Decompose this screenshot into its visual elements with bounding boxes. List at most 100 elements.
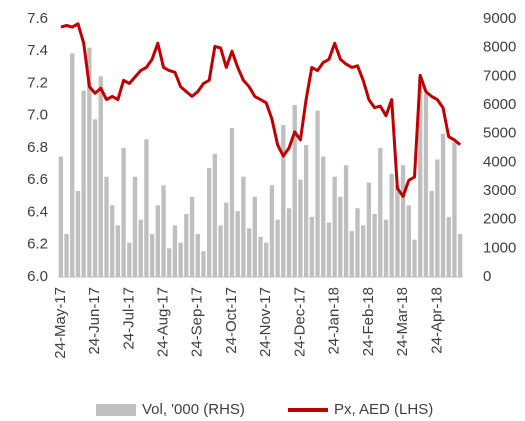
x-tick-label: 24-Apr-18 <box>428 287 445 354</box>
volume-bar <box>206 168 212 277</box>
volume-bar <box>395 185 400 277</box>
volume-bar <box>132 176 138 277</box>
volume-bar <box>275 219 280 277</box>
legend-swatch <box>96 404 136 416</box>
volume-bar <box>172 225 178 277</box>
volume-bar <box>400 165 406 277</box>
volume-bar <box>349 231 354 277</box>
volume-bar <box>332 176 337 277</box>
x-tick-label: 24-May-17 <box>52 287 69 359</box>
volume-bar <box>98 76 103 277</box>
volume-bar <box>269 185 275 277</box>
x-tick-label: 24-Jun-17 <box>86 287 103 355</box>
volume-bar <box>446 216 451 277</box>
volume-bar <box>115 225 121 277</box>
volume-bar <box>87 47 92 277</box>
volume-bar <box>303 145 309 277</box>
volume-bar <box>366 182 372 277</box>
y-tick-label: 6.4 <box>27 203 48 220</box>
volume-bar <box>161 185 166 277</box>
y2-tick-label: 2000 <box>483 211 516 228</box>
y-tick-label: 6.2 <box>27 236 48 253</box>
y2-tick-label: 8000 <box>483 39 516 56</box>
volume-bar <box>64 234 69 277</box>
volume-bar <box>195 234 200 277</box>
x-tick-label: 24-Jan-18 <box>326 287 343 355</box>
volume-bar <box>75 191 81 277</box>
y2-tick-label: 5000 <box>483 125 516 142</box>
y-tick-label: 6.8 <box>27 139 48 156</box>
volume-bar <box>149 234 155 277</box>
volume-bar <box>144 139 149 277</box>
y-tick-label: 7.0 <box>27 107 48 124</box>
volume-bar <box>104 176 109 277</box>
volume-bar <box>389 173 394 277</box>
x-tick-label: 24-Jul-17 <box>120 287 137 350</box>
volume-bar <box>321 156 326 277</box>
y2-tick-label: 0 <box>483 268 491 285</box>
volume-bar <box>110 205 115 277</box>
y2-tick-label: 7000 <box>483 67 516 84</box>
y2-tick-label: 6000 <box>483 96 516 113</box>
volume-bar <box>292 105 297 277</box>
volume-bar <box>81 90 86 278</box>
price-line <box>60 22 462 198</box>
y2-tick-label: 1000 <box>483 239 516 256</box>
volume-bar <box>315 110 320 277</box>
volume-bar <box>372 213 377 277</box>
volume-bar <box>155 205 160 277</box>
volume-bar <box>281 125 286 277</box>
volume-bar <box>423 93 429 278</box>
y2-tick-label: 4000 <box>483 153 516 170</box>
volume-bar <box>286 208 292 277</box>
volume-bar <box>309 216 315 277</box>
volume-bar <box>383 219 389 277</box>
volume-bar <box>212 153 218 277</box>
y2-tick-label: 9000 <box>483 10 516 27</box>
volume-bar <box>452 142 457 277</box>
volume-bar <box>229 127 235 277</box>
volume-bar <box>440 133 446 277</box>
y2-tick-label: 3000 <box>483 182 516 199</box>
y-tick-label: 7.4 <box>27 42 48 59</box>
volume-bar <box>70 53 75 278</box>
x-tick-label: 24-Feb-18 <box>360 287 377 356</box>
volume-bar <box>258 236 263 277</box>
x-tick-label: 24-Sep-17 <box>189 287 206 357</box>
y-tick-label: 7.6 <box>27 10 48 27</box>
volume-bar <box>355 208 360 277</box>
legend-label: Vol, '000 (RHS) <box>142 401 245 418</box>
volume-bar <box>343 165 349 277</box>
volume-bar <box>418 76 423 277</box>
volume-bar <box>178 242 183 277</box>
volume-bar <box>58 156 64 277</box>
volume-bar <box>457 234 463 277</box>
volume-bar <box>435 159 440 277</box>
x-tick-label: 24-Dec-17 <box>291 287 308 357</box>
y-tick-label: 6.0 <box>27 268 48 285</box>
volume-bar <box>224 202 229 277</box>
volume-bar <box>218 225 223 277</box>
volume-bar <box>412 239 417 277</box>
volume-bar <box>138 219 143 277</box>
volume-bar <box>121 148 126 277</box>
y-tick-label: 6.6 <box>27 171 48 188</box>
y-tick-label: 7.2 <box>27 74 48 91</box>
legend-label: Px, AED (LHS) <box>334 401 433 418</box>
volume-bar <box>167 248 172 277</box>
volume-bar <box>361 225 366 277</box>
x-tick-label: 24-Aug-17 <box>154 287 171 357</box>
volume-bar <box>241 176 246 277</box>
x-tick-label: 24-Oct-17 <box>223 287 240 354</box>
volume-bar <box>338 196 343 277</box>
volume-bar <box>189 196 195 277</box>
x-tick-label: 24-Nov-17 <box>257 287 274 357</box>
volume-bar <box>326 222 332 277</box>
volume-bar <box>252 196 257 277</box>
volume-bar <box>92 119 98 277</box>
volume-bar <box>378 148 383 277</box>
x-tick-label: 24-Mar-18 <box>394 287 411 356</box>
volume-bar <box>264 242 269 277</box>
volume-bar <box>127 242 132 277</box>
